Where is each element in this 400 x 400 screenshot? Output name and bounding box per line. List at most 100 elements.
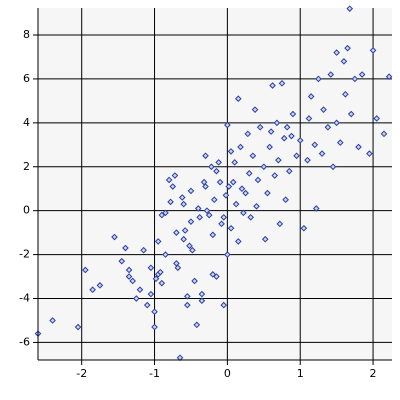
point — [191, 277, 198, 285]
point — [244, 130, 252, 138]
point — [276, 220, 284, 228]
y-tick-label: -4 — [19, 292, 30, 305]
point — [49, 317, 56, 324]
point — [289, 110, 297, 118]
point — [366, 150, 373, 157]
point — [285, 167, 293, 175]
y-tick-label: 4 — [23, 116, 30, 129]
point — [237, 143, 244, 151]
point — [282, 196, 289, 204]
point — [189, 246, 196, 254]
point — [249, 152, 257, 160]
point — [327, 71, 335, 78]
point — [355, 143, 362, 151]
point — [235, 238, 242, 245]
point — [181, 227, 189, 234]
point — [162, 251, 169, 258]
point — [347, 110, 355, 118]
point — [220, 301, 228, 309]
point — [235, 95, 242, 102]
point — [324, 123, 332, 131]
x-tick-label: 2 — [370, 367, 377, 380]
point — [158, 279, 166, 287]
y-tick-label: 2 — [23, 160, 30, 173]
x-tick-label: -1 — [149, 367, 160, 380]
point — [261, 235, 269, 243]
point — [336, 139, 344, 146]
point — [227, 148, 235, 155]
point — [264, 189, 271, 197]
point — [184, 301, 191, 309]
point — [266, 143, 273, 151]
point — [342, 90, 349, 98]
point — [125, 273, 133, 280]
point — [227, 224, 235, 232]
point — [315, 75, 322, 83]
point — [238, 185, 246, 193]
plot-area — [38, 8, 392, 360]
y-tick-label: -6 — [19, 335, 30, 348]
point — [169, 183, 177, 190]
point — [369, 47, 377, 54]
point — [229, 178, 237, 186]
point — [202, 152, 209, 160]
point — [307, 93, 315, 100]
point — [293, 152, 300, 160]
point — [256, 123, 264, 131]
point — [187, 218, 195, 225]
point — [209, 231, 217, 239]
point — [133, 295, 140, 302]
point — [300, 224, 308, 232]
point — [260, 163, 268, 171]
point — [251, 106, 259, 113]
point — [320, 106, 327, 113]
point — [210, 196, 218, 204]
point — [202, 183, 209, 190]
point — [151, 323, 158, 331]
y-tick-label: -2 — [19, 248, 30, 261]
point — [312, 205, 320, 212]
point — [333, 119, 340, 127]
point — [173, 229, 180, 236]
point — [273, 119, 281, 127]
point — [118, 257, 126, 265]
x-tick-label: -2 — [76, 367, 87, 380]
point — [333, 49, 340, 56]
point — [245, 170, 253, 177]
point — [157, 268, 164, 276]
point — [240, 209, 247, 217]
point — [213, 167, 220, 175]
point — [288, 132, 295, 140]
point — [380, 130, 388, 138]
point — [89, 286, 96, 294]
point — [220, 213, 228, 221]
point — [147, 264, 155, 272]
point — [242, 189, 249, 197]
point — [358, 71, 366, 78]
point — [218, 220, 225, 228]
point — [269, 82, 276, 89]
point — [222, 192, 230, 199]
point — [267, 128, 275, 135]
point — [178, 194, 186, 201]
point — [311, 141, 319, 149]
point — [162, 209, 169, 217]
y-tick-label: 8 — [23, 28, 30, 41]
point — [171, 172, 179, 179]
point — [180, 200, 187, 208]
point — [224, 121, 231, 129]
point — [373, 115, 381, 122]
point — [385, 73, 393, 81]
point — [187, 187, 195, 195]
point — [194, 205, 202, 212]
point — [318, 150, 326, 157]
point — [329, 163, 337, 171]
point — [271, 172, 279, 179]
point — [198, 290, 206, 298]
point — [275, 156, 282, 164]
y-tick-label: 0 — [23, 204, 30, 217]
point — [82, 266, 89, 274]
point — [96, 282, 104, 289]
point — [136, 286, 144, 294]
